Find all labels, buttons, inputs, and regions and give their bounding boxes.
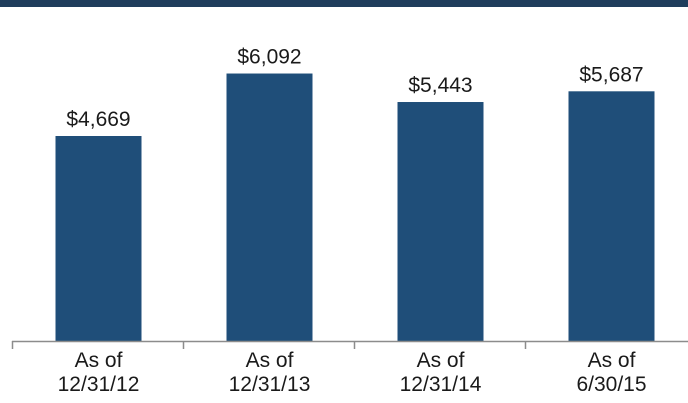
value-labels-group: $4,669 $6,092 $5,443 $5,687 [66,46,643,131]
category-label: 12/31/14 [400,373,482,396]
bar [226,73,313,342]
category-label: As of [417,349,465,372]
category-label: 6/30/15 [576,373,646,396]
bar [568,91,655,341]
category-label: 12/31/12 [58,373,140,396]
data-label: $4,669 [66,108,130,131]
x-axis [11,340,688,349]
data-label: $5,687 [579,63,643,86]
bar [397,102,484,341]
category-label: 12/31/13 [229,373,311,396]
bar [55,136,142,341]
data-label: $5,443 [408,74,472,97]
category-label: As of [246,349,294,372]
bars-group [55,73,655,342]
category-label: As of [75,349,123,372]
category-label: As of [588,349,636,372]
data-label: $6,092 [237,46,301,69]
top-band [0,0,688,7]
